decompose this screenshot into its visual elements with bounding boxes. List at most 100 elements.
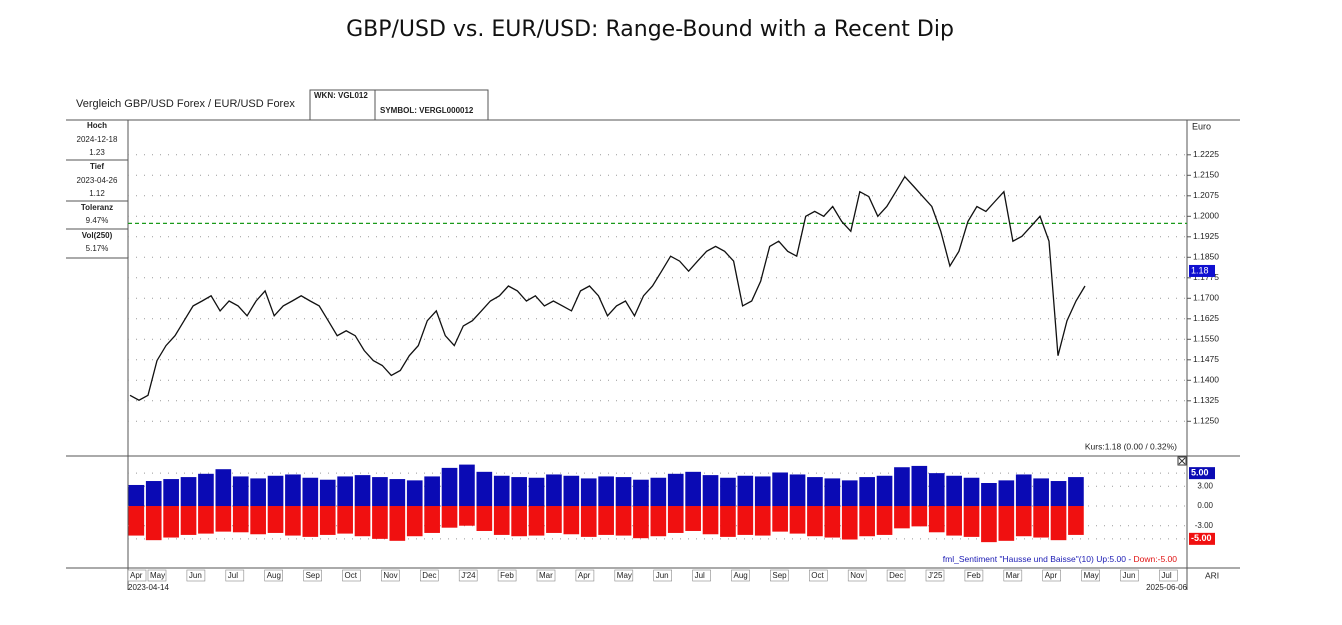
x-tick-box bbox=[381, 569, 400, 582]
x-tick-box bbox=[653, 569, 673, 582]
x-tick-box bbox=[303, 569, 322, 582]
y-tick-label: 1.1850 bbox=[1193, 252, 1219, 262]
x-tick-label: Apr bbox=[1045, 571, 1058, 580]
y-tick-label: 1.1325 bbox=[1193, 395, 1219, 405]
sentiment-bar bbox=[720, 477, 736, 506]
sentiment-bar bbox=[667, 473, 684, 506]
last-label-box bbox=[1189, 467, 1215, 480]
sentiment-bar bbox=[372, 506, 388, 539]
sentiment-bar bbox=[337, 506, 353, 534]
sentiment-bar bbox=[285, 474, 301, 506]
sentiment-bar bbox=[876, 506, 893, 535]
x-tick-box bbox=[536, 569, 556, 582]
sentiment-bar bbox=[633, 479, 649, 506]
x-tick-box bbox=[731, 569, 750, 582]
info-value: 5.17% bbox=[86, 244, 109, 253]
sentiment-bar bbox=[215, 469, 232, 506]
sentiment-bar bbox=[998, 480, 1015, 506]
sentiment-bar bbox=[911, 506, 928, 527]
y-tick-label: 1.1925 bbox=[1193, 231, 1219, 241]
sentiment-bar bbox=[459, 464, 475, 506]
sentiment-bar bbox=[841, 480, 858, 506]
sentiment-bar bbox=[807, 506, 823, 537]
sentiment-bar bbox=[963, 477, 980, 506]
sentiment-bar bbox=[772, 472, 788, 506]
last-label: 5.00 bbox=[1191, 468, 1209, 478]
x-tick-label: Jun bbox=[189, 571, 202, 580]
info-label: Tief bbox=[90, 162, 104, 171]
x-tick-label: Apr bbox=[130, 571, 143, 580]
x-tick-label: May bbox=[617, 571, 632, 580]
sentiment-bar bbox=[546, 506, 562, 533]
sentiment-bar bbox=[702, 475, 719, 506]
sentiment-bar bbox=[598, 476, 614, 506]
sentiment-bar bbox=[180, 506, 197, 535]
last-label-box bbox=[1189, 532, 1215, 545]
x-tick-box bbox=[1042, 569, 1061, 582]
x-tick-label: Dec bbox=[422, 571, 436, 580]
sentiment-bar bbox=[511, 477, 527, 506]
sentiment-bar bbox=[267, 506, 284, 533]
x-tick-label: Nov bbox=[850, 571, 864, 580]
x-tick-box bbox=[770, 569, 789, 582]
sentiment-bar bbox=[250, 506, 266, 535]
page-title: GBP/USD vs. EUR/USD: Range-Bound with a … bbox=[346, 17, 954, 42]
y-tick-label: 1.1475 bbox=[1193, 354, 1219, 364]
y-tick-label: 1.2150 bbox=[1193, 170, 1219, 180]
sentiment-bar bbox=[372, 477, 388, 506]
quote: Kurs:1.18 (0.00 / 0.32%) bbox=[1085, 441, 1177, 451]
x-tick-label: Apr bbox=[578, 571, 591, 580]
axis-unit: Euro bbox=[1192, 121, 1211, 131]
sentiment-bar bbox=[807, 477, 823, 506]
indicator-legend: fml_Sentiment "Hausse und Baisse"(10) Up… bbox=[943, 554, 1178, 564]
y-tick-label: 1.1400 bbox=[1193, 375, 1219, 385]
sentiment-bar bbox=[633, 506, 649, 539]
sentiment-bar bbox=[163, 506, 179, 538]
sentiment-bar bbox=[946, 475, 962, 506]
x-tick-box bbox=[186, 569, 206, 582]
sentiment-bar bbox=[841, 506, 858, 540]
sentiment-bar bbox=[528, 506, 545, 536]
x-tick-label: Aug bbox=[734, 571, 748, 580]
sentiment-bar bbox=[615, 506, 632, 536]
sentiment-bar bbox=[232, 506, 249, 533]
x-tick-box bbox=[808, 569, 828, 582]
y-tick-label: 1.1775 bbox=[1193, 272, 1219, 282]
x-tick-label: Feb bbox=[500, 571, 514, 580]
x-tick-box bbox=[614, 569, 634, 582]
sentiment-bar bbox=[963, 506, 980, 537]
x-tick-box bbox=[847, 569, 867, 582]
panel-frame bbox=[66, 89, 1240, 590]
y-tick-label: 3.00 bbox=[1197, 481, 1213, 490]
sentiment-bar bbox=[789, 474, 806, 506]
info-label: Toleranz bbox=[81, 203, 113, 212]
sentiment-bar bbox=[946, 506, 962, 536]
y-tick-label: 1.1550 bbox=[1193, 334, 1219, 344]
last-label: -5.00 bbox=[1191, 533, 1212, 543]
sentiment-bar bbox=[198, 473, 214, 506]
sentiment-bar bbox=[337, 476, 353, 506]
x-tick-label: Nov bbox=[383, 571, 397, 580]
sentiment-bar bbox=[493, 475, 510, 506]
sentiment-bar bbox=[685, 471, 701, 506]
sentiment-bar bbox=[650, 477, 667, 506]
sentiment-bar bbox=[754, 506, 771, 536]
sentiment-bar bbox=[1068, 506, 1084, 535]
sentiment-bar bbox=[406, 480, 423, 506]
sentiment-bar bbox=[528, 477, 545, 506]
sentiment-bar bbox=[650, 506, 667, 537]
sentiment-bar bbox=[145, 481, 162, 506]
sentiment-bar bbox=[1015, 474, 1032, 506]
sentiment-bar bbox=[859, 506, 875, 537]
sentiment-bar bbox=[1015, 506, 1032, 537]
y-tick-label: 1.1700 bbox=[1193, 293, 1219, 303]
x-tick-label: Dec bbox=[889, 571, 903, 580]
y-tick-label: 1.1625 bbox=[1193, 313, 1219, 323]
x-tick-label: Jun bbox=[1123, 571, 1136, 580]
start-date: 2023-04-14 bbox=[128, 583, 169, 592]
sentiment-bar bbox=[511, 506, 527, 537]
sentiment-bar bbox=[441, 467, 458, 506]
info-value: 1.23 bbox=[89, 148, 105, 157]
sentiment-bar bbox=[859, 477, 875, 506]
sentiment-bar bbox=[215, 506, 232, 532]
